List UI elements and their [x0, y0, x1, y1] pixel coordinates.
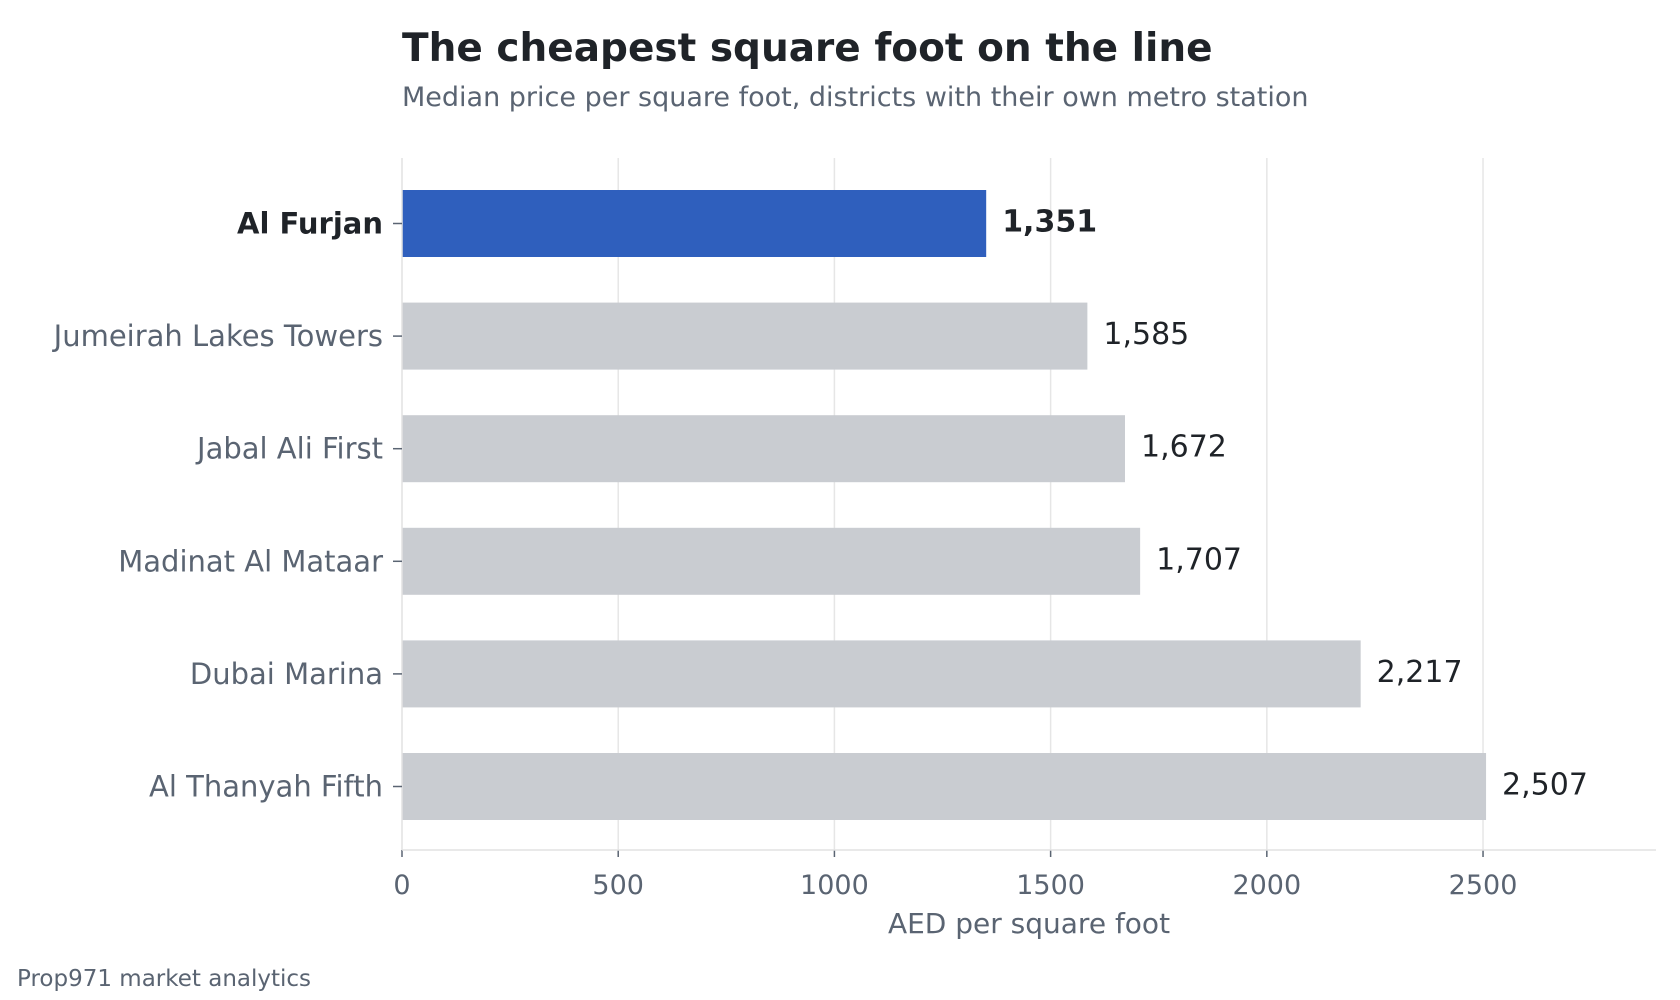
category-label: Jabal Ali First: [195, 432, 383, 466]
value-label: 1,707: [1156, 542, 1242, 577]
chart-subtitle: Median price per square foot, districts …: [402, 82, 1309, 113]
bars: 1,351 1,585 1,672 1,707 2,217 2,507: [402, 190, 1588, 820]
bar: [402, 753, 1487, 820]
value-label: 2,217: [1377, 655, 1463, 690]
bar: [402, 640, 1361, 708]
bar: [402, 415, 1125, 483]
category-label: Jumeirah Lakes Towers: [52, 319, 383, 353]
category-label: Madinat Al Mataar: [118, 544, 383, 578]
x-tick-label: 2000: [1232, 870, 1301, 901]
bar: [402, 527, 1141, 595]
x-tick-label: 1000: [800, 870, 869, 901]
category-label: Al Thanyah Fifth: [149, 770, 383, 804]
x-tick-label: 0: [393, 870, 410, 901]
x-tick-label: 1500: [1016, 870, 1085, 901]
category-label: Dubai Marina: [190, 657, 383, 691]
x-tick-label: 500: [592, 870, 644, 901]
grid-lines: [617, 158, 1484, 850]
source-note: Prop971 market analytics: [17, 966, 312, 992]
value-label: 1,351: [1002, 205, 1097, 240]
axes: 0 500 1000 1500 2000 2500 Al Furjan Jumeirah La…: [52, 158, 1656, 901]
x-tick-label: 2500: [1449, 870, 1518, 901]
value-label: 2,507: [1502, 768, 1588, 803]
bar: [402, 190, 987, 257]
value-label: 1,585: [1103, 317, 1189, 352]
chart-title: The cheapest square foot on the line: [402, 26, 1213, 71]
x-axis-title: AED per square foot: [888, 907, 1170, 940]
value-label: 1,672: [1141, 430, 1227, 465]
category-label: Al Furjan: [237, 207, 383, 241]
bar: [402, 302, 1088, 370]
